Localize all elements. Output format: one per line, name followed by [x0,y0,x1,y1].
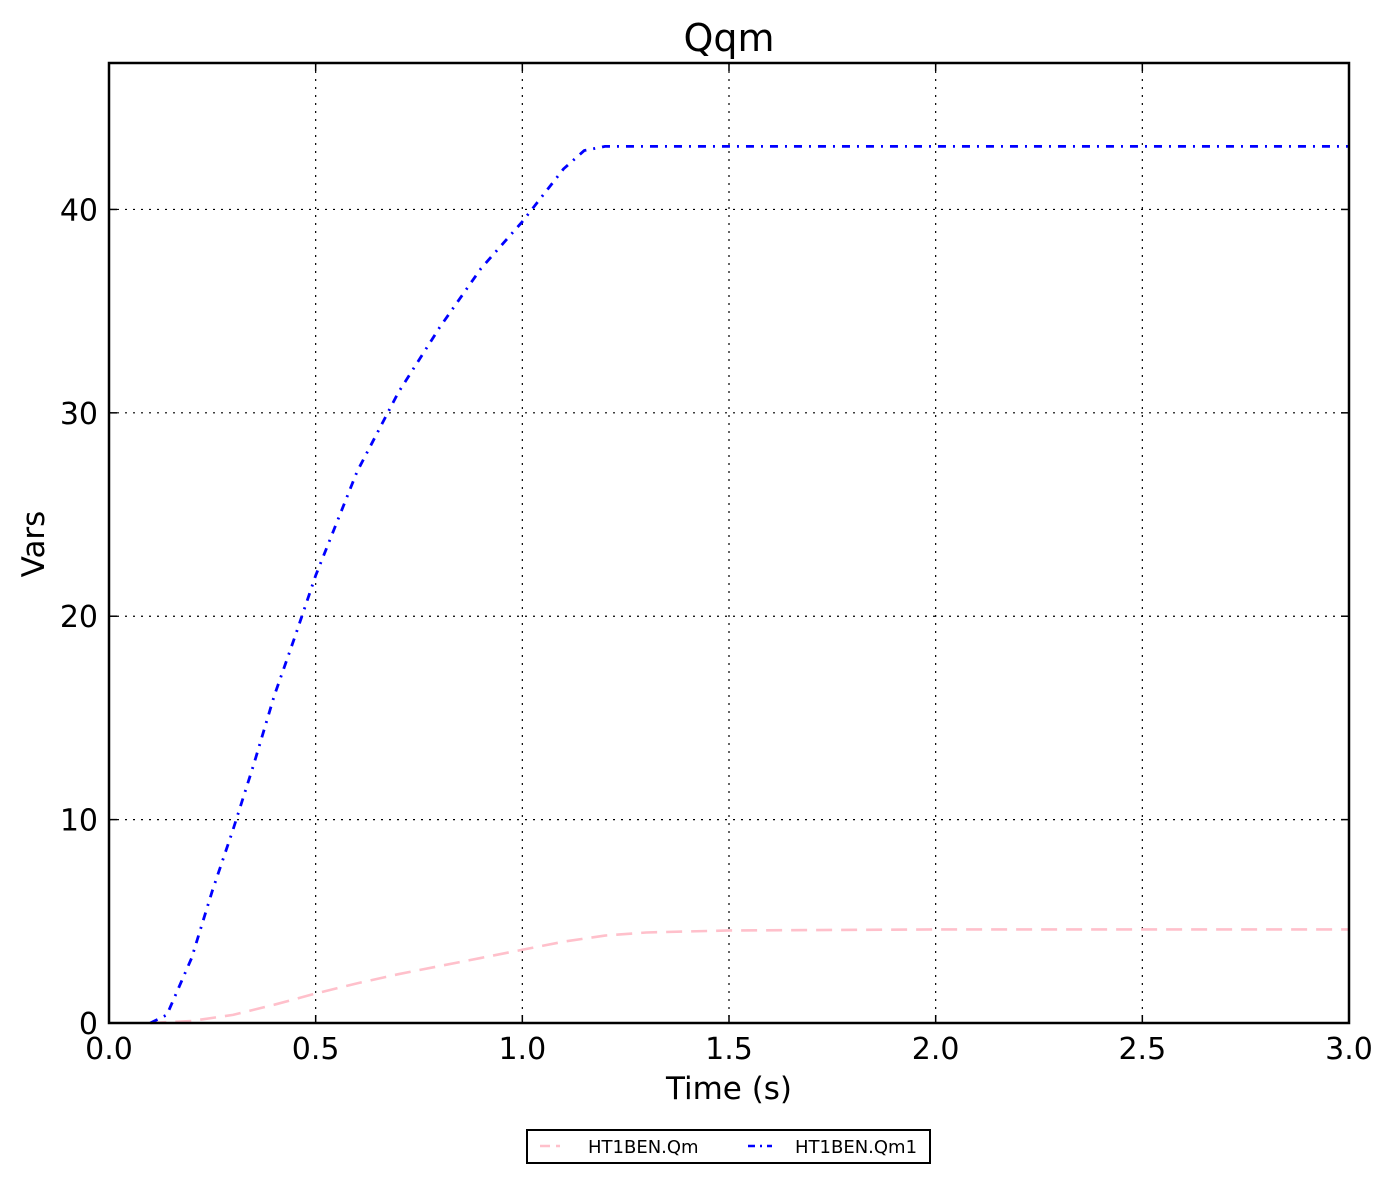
series-line-ht1ben-qm [150,928,1349,1025]
series-lines [149,144,1349,1025]
y-tick-label-4: 40 [60,193,98,228]
x-tick-labels: 0.0 0.5 1.0 1.5 2.0 2.5 3.0 [85,1032,1373,1067]
y-tick-label-1: 10 [60,804,98,839]
y-tick-label-3: 30 [60,397,98,432]
legend: HT1BEN.Qm HT1BEN.Qm1 [526,1129,931,1164]
y-tick-label-0: 0 [79,1007,98,1042]
x-tick-label-0: 0.0 [85,1032,133,1067]
x-tick-label-2: 1.0 [498,1032,546,1067]
x-tick-label-5: 2.5 [1118,1032,1166,1067]
x-tick-label-3: 1.5 [705,1032,753,1067]
legend-box [526,1129,931,1164]
y-axis-label: Vars [16,511,52,578]
y-tick-label-2: 20 [60,600,98,635]
legend-label-ht1ben-qm: HT1BEN.Qm [588,1137,699,1158]
x-axis-label: Time (s) [665,1071,792,1107]
y-tick-labels: 0 10 20 30 40 [60,193,98,1042]
legend-label-ht1ben-qm1: HT1BEN.Qm1 [795,1137,917,1158]
x-tick-label-6: 3.0 [1325,1032,1373,1067]
tick-marks [108,63,1350,1024]
x-tick-label-1: 0.5 [292,1032,340,1067]
chart-title: Qqm [683,16,774,60]
x-tick-label-4: 2.0 [912,1032,960,1067]
grid-lines [109,63,1349,1023]
